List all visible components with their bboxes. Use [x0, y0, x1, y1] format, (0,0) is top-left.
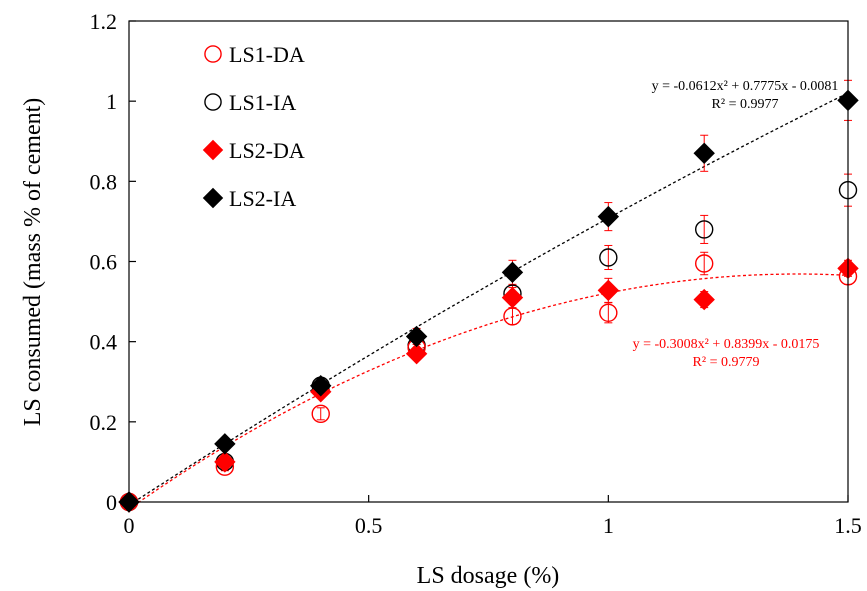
y-tick-label: 0.6 [90, 250, 118, 275]
legend-item-ls2-ia: LS2-IA [202, 186, 296, 211]
data-point [597, 205, 620, 228]
x-tick-label: 1 [603, 513, 614, 538]
legend-marker [204, 93, 222, 111]
y-tick-label: 0 [106, 490, 117, 515]
legend-label: LS2-DA [229, 138, 305, 163]
legend-marker [202, 139, 224, 161]
legend: LS1-DA LS1-IA LS2-DA LS2-IA [202, 42, 305, 211]
data-point [693, 288, 715, 311]
legend-marker [202, 187, 224, 209]
data-point [214, 451, 236, 473]
data-point [311, 404, 330, 424]
legend-item-ls1-da: LS1-DA [204, 42, 305, 67]
data-point [405, 342, 428, 365]
data-point [695, 220, 714, 239]
data-point [599, 303, 618, 323]
data-point [599, 248, 618, 267]
trendline-ls2-ia [128, 92, 849, 506]
x-axis-label: LS dosage (%) [417, 563, 560, 589]
y-axis-label: LS consumed (mass % of cement) [20, 98, 46, 427]
legend-label: LS1-IA [229, 90, 296, 115]
legend-item-ls1-ia: LS1-IA [204, 90, 296, 115]
equation-text: y = -0.3008x² + 0.8399x - 0.0175 [633, 337, 820, 352]
legend-label: LS1-DA [229, 42, 305, 67]
legend-item-ls2-da: LS2-DA [202, 138, 305, 163]
trendline-equation-ls1-da: y = -0.3008x² + 0.8399x - 0.0175 R² = 0.… [633, 337, 820, 370]
x-tick-label: 1.5 [834, 513, 862, 538]
y-tick-label: 0.2 [90, 410, 118, 435]
data-point [501, 261, 524, 284]
data-point [310, 375, 332, 397]
x-tick-label: 0 [124, 513, 135, 538]
data-point [405, 325, 428, 348]
axes: 0 0.5 1 1.5 0 0.2 0.4 0.6 0.8 1 1.2 [90, 9, 862, 538]
y-tick-label: 0.8 [90, 169, 118, 194]
trendline-equation-ls2-ia: y = -0.0612x² + 0.7775x - 0.0081 R² = 0.… [652, 79, 839, 112]
legend-label: LS2-IA [229, 186, 296, 211]
equation-text: y = -0.0612x² + 0.7775x - 0.0081 [652, 79, 839, 94]
x-tick-label: 0.5 [355, 513, 383, 538]
plot-area [118, 79, 859, 513]
y-tick-label: 1.2 [90, 9, 118, 34]
data-point [693, 142, 715, 164]
data-point [501, 286, 524, 309]
series-ls1-da [119, 254, 858, 512]
r-squared-text: R² = 0.9977 [712, 97, 779, 112]
r-squared-text: R² = 0.9779 [693, 355, 760, 370]
data-point [597, 279, 620, 302]
y-tick-label: 0.4 [90, 330, 118, 355]
trendline-ls1-da [128, 273, 849, 510]
data-point [695, 254, 714, 273]
y-tick-label: 1 [106, 89, 117, 114]
series-ls2-ia [118, 89, 859, 513]
data-point [214, 433, 236, 455]
legend-marker [204, 45, 222, 63]
